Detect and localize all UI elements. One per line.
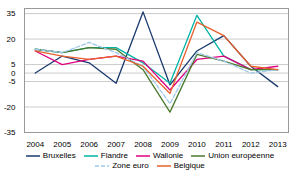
svg-text:2013: 2013 (269, 140, 287, 149)
svg-text:35: 35 (7, 9, 16, 18)
svg-text:-20: -20 (4, 103, 16, 112)
svg-text:2005: 2005 (53, 140, 71, 149)
svg-text:2012: 2012 (242, 140, 260, 149)
svg-text:2010: 2010 (188, 140, 206, 149)
svg-text:2004: 2004 (26, 140, 44, 149)
html-text:Zone euro: Zone euro (112, 161, 149, 170)
svg-text:20: 20 (7, 35, 16, 44)
svg-text:2007: 2007 (107, 140, 125, 149)
html-text:Bruxelles: Bruxelles (42, 151, 76, 160)
html-text:Union européenne: Union européenne (208, 151, 275, 160)
html-text:Flandre: Flandre (100, 151, 128, 160)
svg-text:2008: 2008 (134, 140, 152, 149)
html-text:Belgique: Belgique (173, 161, 205, 170)
svg-text:2011: 2011 (215, 140, 233, 149)
svg-text:-35: -35 (4, 128, 16, 137)
svg-text:2009: 2009 (161, 140, 179, 149)
html-text:Wallonie: Wallonie (152, 151, 184, 160)
svg-text:0: 0 (11, 68, 16, 78)
svg-text:5: 5 (11, 60, 16, 70)
svg-text:2006: 2006 (80, 140, 98, 149)
svg-text:-5: -5 (8, 77, 16, 86)
